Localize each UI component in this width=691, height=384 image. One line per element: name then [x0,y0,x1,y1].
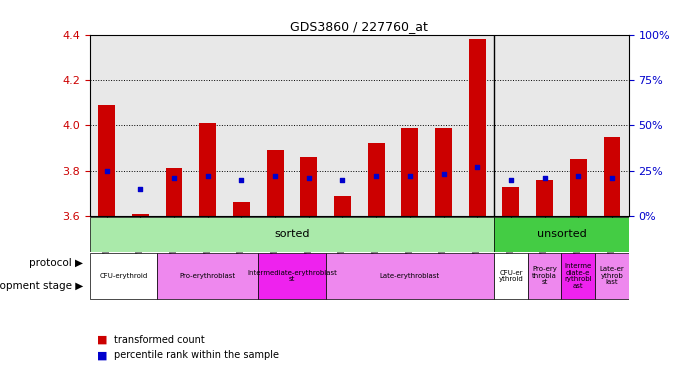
Text: Late-erythroblast: Late-erythroblast [380,273,440,279]
Bar [166,169,182,216]
Point [202,173,214,179]
Text: CFU-erythroid: CFU-erythroid [100,273,148,279]
Point [539,175,550,181]
Text: ■: ■ [97,350,111,360]
Bar [502,187,520,216]
Bar [132,214,149,216]
Bar [258,253,325,299]
Text: transformed count: transformed count [114,335,205,345]
Bar [90,217,494,252]
Point [303,175,314,181]
Bar [561,253,595,299]
Bar [301,157,317,216]
Text: CFU-er
ythroid: CFU-er ythroid [498,270,523,282]
Bar [494,217,629,252]
Point [404,173,415,179]
Bar [98,105,115,216]
Bar [603,137,621,216]
Point [169,175,180,181]
Bar [401,127,418,216]
Title: GDS3860 / 227760_at: GDS3860 / 227760_at [290,20,428,33]
Text: unsorted: unsorted [537,229,586,239]
Text: percentile rank within the sample: percentile rank within the sample [114,350,279,360]
Point [236,177,247,183]
Bar [157,253,258,299]
Bar [595,253,629,299]
Point [370,173,381,179]
Bar [368,144,385,216]
Text: sorted: sorted [274,229,310,239]
Point [505,177,516,183]
Text: Late-er
ythrob
last: Late-er ythrob last [600,266,625,285]
Point [135,186,146,192]
Text: protocol ▶: protocol ▶ [29,258,83,268]
Bar [528,253,561,299]
Text: ■: ■ [97,335,111,345]
Bar [435,127,452,216]
Bar [325,253,494,299]
Bar [267,150,283,216]
Text: Pro-ery
throbla
st: Pro-ery throbla st [532,266,557,285]
Point [337,177,348,183]
Bar [233,202,250,216]
Bar [334,195,351,216]
Text: Intermediate-erythroblast
st: Intermediate-erythroblast st [247,270,337,282]
Point [438,171,449,177]
Bar [199,123,216,216]
Point [101,167,112,174]
Text: Interme
diate-e
rythrobl
ast: Interme diate-e rythrobl ast [565,263,592,289]
Point [607,175,618,181]
Bar [536,180,553,216]
Point [269,173,281,179]
Point [472,164,483,170]
Bar [570,159,587,216]
Text: development stage ▶: development stage ▶ [0,281,83,291]
Text: Pro-erythroblast: Pro-erythroblast [180,273,236,279]
Bar [468,39,486,216]
Point [573,173,584,179]
Bar [90,253,157,299]
Bar [494,253,528,299]
